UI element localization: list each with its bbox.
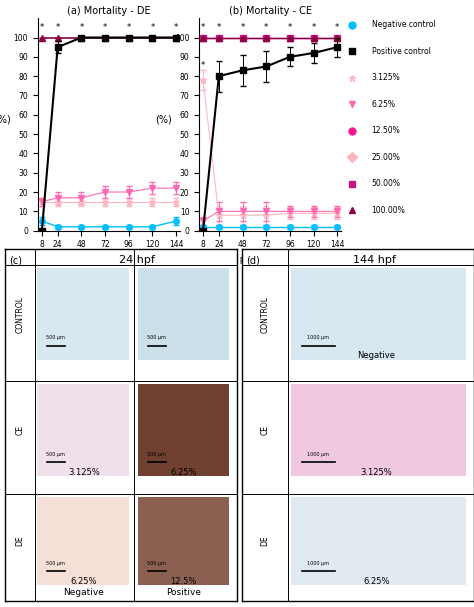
Text: DE: DE (261, 536, 269, 546)
Title: (b) Mortality - CE: (b) Mortality - CE (228, 6, 312, 16)
Text: Positive control: Positive control (372, 47, 430, 56)
Text: *: * (335, 22, 339, 32)
Text: CE: CE (261, 425, 269, 435)
Y-axis label: (%): (%) (0, 115, 11, 124)
Text: *: * (201, 22, 205, 32)
Text: Positive: Positive (166, 588, 201, 597)
Text: CONTROL: CONTROL (15, 296, 24, 333)
Text: 500 μm: 500 μm (147, 561, 166, 566)
Text: 24 hpf: 24 hpf (119, 255, 155, 265)
Text: 50.00%: 50.00% (372, 180, 401, 188)
Bar (138, 268, 229, 360)
Bar (291, 497, 466, 585)
Text: 6.25%: 6.25% (372, 100, 396, 109)
Text: *: * (79, 22, 83, 32)
Text: DE: DE (15, 536, 24, 546)
Y-axis label: (%): (%) (155, 115, 172, 124)
Text: 1000 μm: 1000 μm (307, 336, 329, 341)
Text: 6.25%: 6.25% (363, 577, 390, 586)
Text: *: * (201, 61, 205, 70)
Text: 3.125%: 3.125% (68, 467, 100, 476)
Text: 1000 μm: 1000 μm (307, 452, 329, 456)
Text: 6.25%: 6.25% (71, 577, 97, 586)
Text: 500 μm: 500 μm (46, 561, 65, 566)
Text: *: * (240, 22, 245, 32)
Text: *: * (311, 22, 316, 32)
Bar (37, 268, 129, 360)
Text: 3.125%: 3.125% (361, 467, 392, 476)
Text: *: * (127, 22, 131, 32)
Text: CE: CE (15, 425, 24, 435)
Text: 1000 μm: 1000 μm (307, 561, 329, 566)
Bar (138, 497, 229, 585)
Text: *: * (288, 22, 292, 32)
Text: CONTROL: CONTROL (261, 296, 269, 333)
Text: 12.50%: 12.50% (372, 126, 401, 135)
Text: *: * (217, 22, 221, 32)
Bar (291, 268, 466, 360)
Text: 3.125%: 3.125% (372, 73, 401, 82)
Text: *: * (150, 22, 155, 32)
Text: 25.00%: 25.00% (372, 153, 401, 162)
Title: (a) Mortality - DE: (a) Mortality - DE (67, 6, 151, 16)
Text: 12.5%: 12.5% (170, 577, 197, 586)
Text: 100.00%: 100.00% (372, 206, 405, 215)
X-axis label: Hours post-fertilization (hpf): Hours post-fertilization (hpf) (55, 255, 164, 264)
X-axis label: Hours post-fertilization (hpf): Hours post-fertilization (hpf) (216, 255, 325, 264)
Text: 144 hpf: 144 hpf (353, 255, 396, 265)
Text: Negative: Negative (63, 588, 104, 597)
Text: *: * (55, 22, 60, 32)
Bar (37, 497, 129, 585)
Text: Negative: Negative (357, 351, 395, 361)
Text: *: * (103, 22, 107, 32)
Text: 500 μm: 500 μm (147, 452, 166, 456)
Text: 500 μm: 500 μm (147, 336, 166, 341)
Text: (c): (c) (9, 255, 22, 265)
Bar (138, 384, 229, 476)
Text: Negative control: Negative control (372, 20, 435, 29)
Text: 6.25%: 6.25% (170, 467, 197, 476)
Text: *: * (264, 22, 268, 32)
Bar (291, 384, 466, 476)
Text: *: * (174, 22, 178, 32)
Text: (d): (d) (246, 255, 260, 265)
Text: *: * (40, 22, 44, 32)
Text: 500 μm: 500 μm (46, 336, 65, 341)
Text: 500 μm: 500 μm (46, 452, 65, 456)
Bar (37, 384, 129, 476)
